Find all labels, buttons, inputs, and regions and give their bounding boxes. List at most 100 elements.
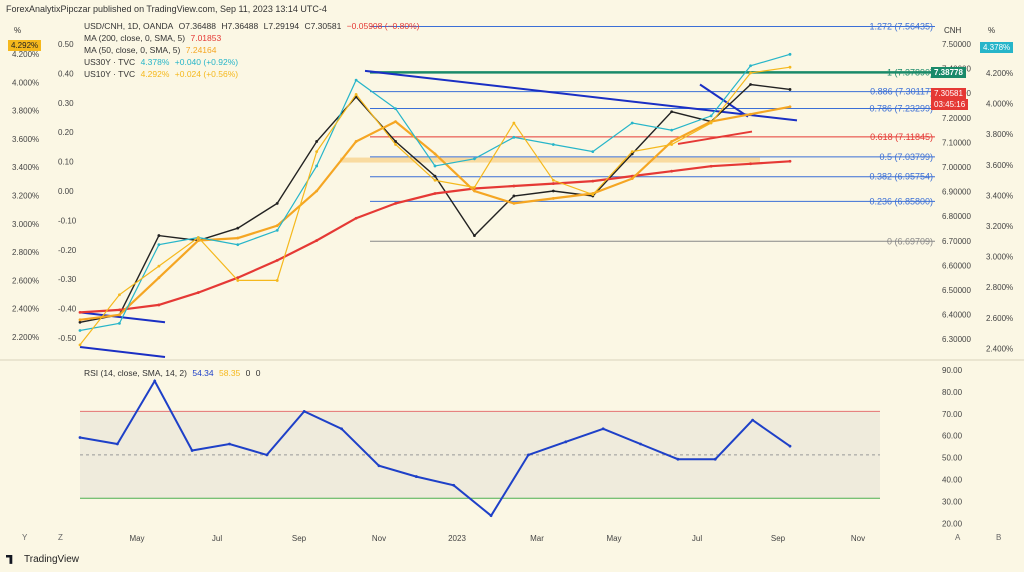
right-cnh-tick: 6.50000 (942, 286, 971, 295)
data-point (315, 140, 319, 143)
channel-trendline (699, 83, 749, 118)
legend-us30y[interactable]: US30Y · TVC 4.378% +0.040 (+0.92%) (84, 57, 241, 67)
legend-low: L7.29194 (263, 21, 300, 31)
left-outer-tick: 4.000% (12, 78, 39, 87)
left-inner-tick: -0.50 (58, 334, 77, 343)
data-point (196, 291, 200, 294)
lower-trendline-b (79, 346, 166, 358)
legend-rsi-value4: 0 (255, 368, 261, 378)
rsi-tick: 40.00 (942, 476, 963, 485)
data-point (433, 178, 437, 182)
data-point (433, 152, 437, 156)
left-inner-tick: 0.30 (58, 99, 74, 108)
data-point (512, 121, 516, 125)
rsi-tick: 30.00 (942, 497, 963, 506)
data-point (196, 239, 200, 242)
data-point (394, 120, 397, 124)
data-point (788, 52, 792, 56)
rsi-point (115, 442, 119, 446)
x-axis-tick: Jul (212, 534, 222, 543)
data-point (591, 193, 595, 196)
nav-button-b[interactable]: B (996, 533, 1002, 542)
left-inner-tick: -0.10 (58, 216, 77, 225)
rsi-point (601, 427, 605, 431)
legend-rsi-value2: 58.35 (219, 368, 241, 378)
left-outer-tick: 3.600% (12, 135, 39, 144)
legend-ma200[interactable]: MA (200, close, 0, SMA, 5) 7.01853 (84, 33, 224, 43)
left-outer-tick: 4.200% (12, 50, 39, 59)
data-point (630, 121, 634, 125)
left-outer-tick: 3.000% (12, 220, 39, 229)
data-point (157, 264, 161, 268)
fib-level-label: 1 (7.37890) (887, 67, 933, 77)
right-cnh-tick: 6.90000 (942, 188, 971, 197)
tradingview-branding[interactable]: TradingView (6, 554, 79, 565)
legend-rsi[interactable]: RSI (14, close, SMA, 14, 2) 54.34 58.35 … (84, 368, 264, 378)
tradingview-logo-icon (6, 554, 13, 564)
fib-level-label: 1.272 (7.56435) (869, 21, 933, 31)
us10y-badge: 4.292% (8, 40, 42, 51)
support-trendline (677, 130, 753, 145)
data-point (275, 258, 279, 262)
nav-button-a[interactable]: A (955, 533, 961, 542)
data-point (236, 279, 240, 282)
legend-rsi-value1: 54.34 (192, 368, 214, 378)
right-pct-tick: 2.800% (986, 283, 1013, 292)
left-outer-tick: 3.400% (12, 163, 39, 172)
rsi-point (153, 379, 157, 383)
rsi-point (639, 442, 642, 446)
data-point (749, 64, 752, 68)
left-inner-tick: -0.30 (58, 275, 77, 284)
rsi-point (340, 427, 343, 431)
series-line (79, 160, 791, 314)
data-point (788, 88, 792, 91)
data-point (315, 164, 319, 168)
data-point (157, 303, 161, 307)
left-inner-tick: -0.20 (58, 246, 77, 255)
legend-ma50[interactable]: MA (50, close, 0, SMA, 5) 7.24164 (84, 45, 219, 55)
legend-close: C7.30581 (304, 21, 342, 31)
fib-level-label: 0.618 (7.11845) (870, 132, 933, 142)
rsi-point (676, 457, 680, 461)
data-point (315, 150, 319, 154)
nav-button-y[interactable]: Y (22, 533, 28, 542)
data-point (749, 83, 752, 86)
data-point (749, 71, 752, 75)
data-point (788, 65, 792, 69)
legend-us10y[interactable]: US10Y · TVC 4.292% +0.024 (+0.56%) (84, 69, 241, 79)
data-point (157, 276, 161, 280)
right-cnh-tick: 6.80000 (942, 212, 971, 221)
chart-series (78, 52, 792, 347)
right-axis-header-cnh: CNH (944, 26, 962, 35)
legend-symbol: USD/CNH, 1D, OANDA (84, 21, 174, 31)
rsi-tick: 70.00 (942, 410, 963, 419)
data-point (473, 186, 476, 189)
price-top-badge: 7.38778 (931, 67, 966, 78)
data-point (236, 276, 240, 280)
right-pct-tick: 3.200% (986, 222, 1013, 231)
left-inner-tick: 0.50 (58, 40, 74, 49)
rsi-tick: 80.00 (942, 388, 963, 397)
x-axis-tick: Mar (530, 534, 544, 543)
right-pct-tick: 3.400% (986, 191, 1013, 200)
data-point (670, 143, 674, 146)
right-cnh-tick: 7.20000 (942, 114, 971, 123)
nav-button-z[interactable]: Z (58, 533, 63, 542)
legend-symbol-line[interactable]: USD/CNH, 1D, OANDA O7.36488 H7.36488 L7.… (84, 21, 422, 31)
rsi-tick: 20.00 (942, 519, 963, 528)
data-point (236, 243, 240, 247)
data-point (630, 150, 634, 154)
data-point (236, 226, 240, 230)
data-point (118, 313, 121, 317)
data-point (157, 243, 161, 247)
data-point (551, 189, 555, 193)
trendlines (79, 69, 798, 358)
left-outer-tick: 2.800% (12, 248, 39, 257)
left-outer-tick: 3.200% (12, 192, 39, 201)
legend-us30y-value: 4.378% (140, 57, 170, 67)
data-point (394, 107, 397, 111)
data-point (354, 140, 358, 143)
data-point (354, 78, 358, 82)
data-point (788, 105, 792, 109)
